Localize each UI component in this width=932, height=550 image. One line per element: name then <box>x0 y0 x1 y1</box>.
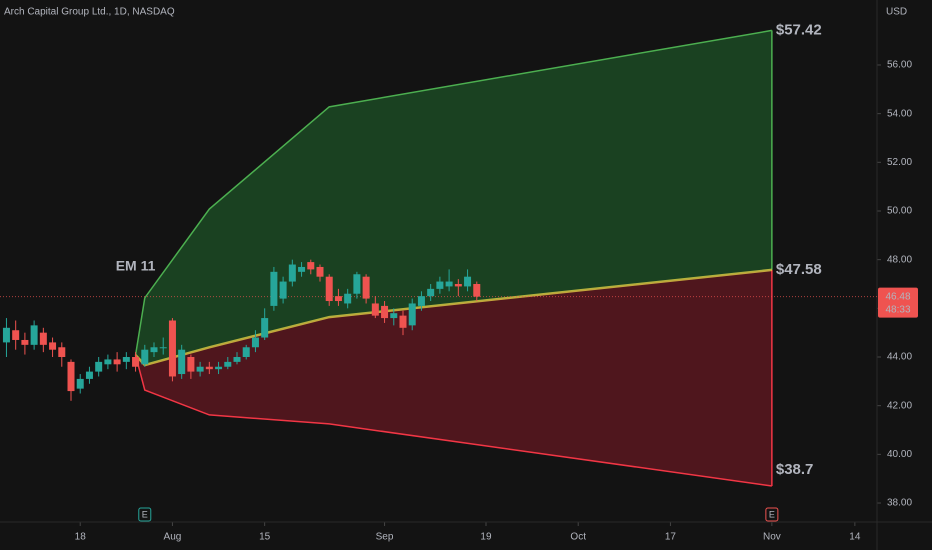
event-marker <box>138 507 152 522</box>
candle-body <box>113 359 121 365</box>
x-tick-label: 18 <box>75 532 87 543</box>
candle-body <box>2 327 10 343</box>
candle-body <box>215 366 223 370</box>
y-tick-label: 54.00 <box>887 108 912 119</box>
candle-body <box>242 347 250 358</box>
candle-body <box>150 347 158 353</box>
price-tag <box>878 287 918 318</box>
candle-body <box>436 281 444 289</box>
candle-body <box>417 296 425 306</box>
candle-body <box>205 366 213 370</box>
candle-body <box>95 361 103 372</box>
candle-body <box>371 303 379 316</box>
candle-body <box>12 330 20 340</box>
candle-body <box>67 361 75 392</box>
candle-body <box>454 283 462 287</box>
x-tick-label: Oct <box>570 532 586 543</box>
event-marker <box>765 507 779 522</box>
candle-body <box>334 296 342 302</box>
annotation: EM 11 <box>116 258 156 274</box>
x-tick-label: 17 <box>665 532 677 543</box>
y-tick-label: 42.00 <box>887 400 912 411</box>
candle-body <box>325 276 333 302</box>
x-tick-label: Sep <box>376 532 394 543</box>
y-tick-label: 38.00 <box>887 498 912 509</box>
candle-body <box>279 281 287 299</box>
candle-body <box>178 349 186 375</box>
x-tick-label: 14 <box>849 532 861 543</box>
candle-body <box>76 378 84 389</box>
currency: USD <box>886 7 907 18</box>
candle-body <box>464 276 472 287</box>
candle-body <box>224 361 232 367</box>
y-tick-label: 44.00 <box>887 352 912 363</box>
candle-body <box>261 318 269 338</box>
countdown: 48:33 <box>885 304 910 315</box>
candle-body <box>104 359 112 365</box>
candle-body <box>381 305 389 319</box>
lower-band <box>135 269 772 486</box>
candle-body <box>39 332 47 345</box>
chart-title: Arch Capital Group Ltd., 1D, NASDAQ <box>4 7 175 18</box>
y-tick-label: 50.00 <box>887 206 912 217</box>
band-line <box>134 29 772 356</box>
y-tick-label: 40.00 <box>887 449 912 460</box>
candle-body <box>132 357 140 367</box>
x-tick-label: Aug <box>164 532 182 543</box>
candle-body <box>196 366 204 372</box>
candle-body <box>85 371 93 379</box>
candle-body <box>141 349 149 365</box>
candle-body <box>316 266 324 277</box>
candle-body <box>168 320 176 377</box>
candle-body <box>21 339 29 345</box>
candle-body <box>353 274 361 294</box>
candle-body <box>288 264 296 282</box>
x-tick-label: 19 <box>480 532 492 543</box>
candle-body <box>427 288 435 297</box>
event-label: E <box>142 509 148 519</box>
candle-body <box>187 357 195 372</box>
candle-body <box>122 357 130 362</box>
band-value-label: $47.58 <box>776 261 822 278</box>
candle-body <box>298 266 306 272</box>
band-value-label: $38.7 <box>776 461 814 478</box>
candle-body <box>473 283 481 297</box>
band-value-label: $57.42 <box>776 21 822 38</box>
candle-body <box>399 315 407 328</box>
band-line <box>134 354 772 487</box>
candle-body <box>390 313 398 319</box>
y-tick-label: 56.00 <box>887 60 912 71</box>
candle-body <box>30 325 38 345</box>
candle-body <box>362 276 370 299</box>
candle-body <box>344 293 352 304</box>
event-label: E <box>769 509 775 519</box>
candle-body <box>58 347 66 358</box>
candle-body <box>408 303 416 326</box>
candle-body <box>251 337 259 348</box>
x-tick-label: 15 <box>259 532 271 543</box>
price-tag-label: 46.48 <box>885 291 910 302</box>
y-tick-label: 52.00 <box>887 157 912 168</box>
y-tick-label: 48.00 <box>887 254 912 265</box>
candle-body <box>270 271 278 306</box>
x-tick-label: Nov <box>763 532 781 543</box>
candle-body <box>159 347 167 349</box>
candle-body <box>307 262 315 270</box>
candle-body <box>445 281 453 287</box>
candle-body <box>49 342 57 350</box>
candle-body <box>233 357 241 362</box>
